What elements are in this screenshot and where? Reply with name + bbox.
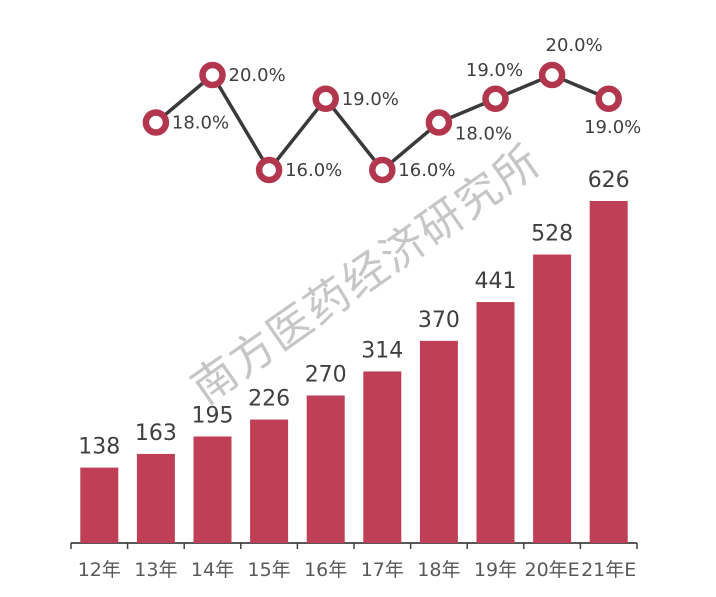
x-axis-label: 18年 — [417, 559, 460, 581]
bar-value-label: 138 — [78, 435, 120, 460]
line-marker — [255, 156, 283, 184]
line-marker — [595, 85, 622, 112]
growth-value-label: 19.0% — [466, 60, 523, 81]
bar-12年 — [80, 467, 119, 543]
line-marker — [482, 85, 509, 112]
x-axis-label: 16年 — [304, 559, 347, 581]
growth-value-label: 19.0% — [584, 117, 641, 138]
growth-value-label: 16.0% — [398, 160, 455, 181]
line-marker — [538, 61, 566, 89]
bar-value-label: 163 — [135, 421, 177, 446]
growth-value-label: 20.0% — [546, 35, 603, 56]
x-axis-label: 12年 — [78, 559, 121, 581]
growth-value-label: 20.0% — [229, 65, 286, 86]
bar-value-label: 528 — [531, 222, 573, 247]
bar-value-label: 441 — [475, 269, 517, 294]
x-axis-label: 14年 — [191, 559, 234, 581]
x-axis-label: 13年 — [134, 559, 177, 581]
x-axis-label: 19年 — [474, 559, 517, 581]
growth-value-label: 19.0% — [342, 89, 399, 110]
bar-value-label: 314 — [361, 338, 403, 363]
growth-value-label: 18.0% — [455, 124, 512, 145]
bar-21年E — [589, 201, 628, 543]
bar-value-label: 270 — [305, 362, 347, 387]
bar-16年 — [306, 395, 345, 543]
line-marker — [312, 85, 339, 112]
x-axis-label: 21年E — [581, 559, 636, 581]
bar-15年 — [250, 419, 289, 543]
line-marker — [199, 61, 226, 89]
bar-value-label: 370 — [418, 308, 460, 333]
line-marker — [425, 109, 453, 136]
bar-18年 — [419, 340, 458, 543]
bar-value-label: 626 — [588, 168, 630, 193]
x-axis-label: 17年 — [361, 559, 404, 581]
line-marker — [369, 156, 396, 184]
bar-20年E — [533, 254, 572, 544]
bar-13年 — [136, 453, 175, 543]
bar-value-label: 226 — [248, 387, 290, 412]
bar-17年 — [363, 371, 402, 543]
bar-14年 — [193, 436, 232, 543]
x-axis-label: 15年 — [248, 559, 291, 581]
growth-value-label: 18.0% — [172, 113, 229, 134]
x-axis-label: 20年E — [525, 559, 580, 581]
bar-value-label: 195 — [192, 403, 234, 428]
bar-19年 — [476, 302, 515, 543]
growth-value-label: 16.0% — [285, 160, 342, 181]
line-marker — [142, 109, 170, 136]
